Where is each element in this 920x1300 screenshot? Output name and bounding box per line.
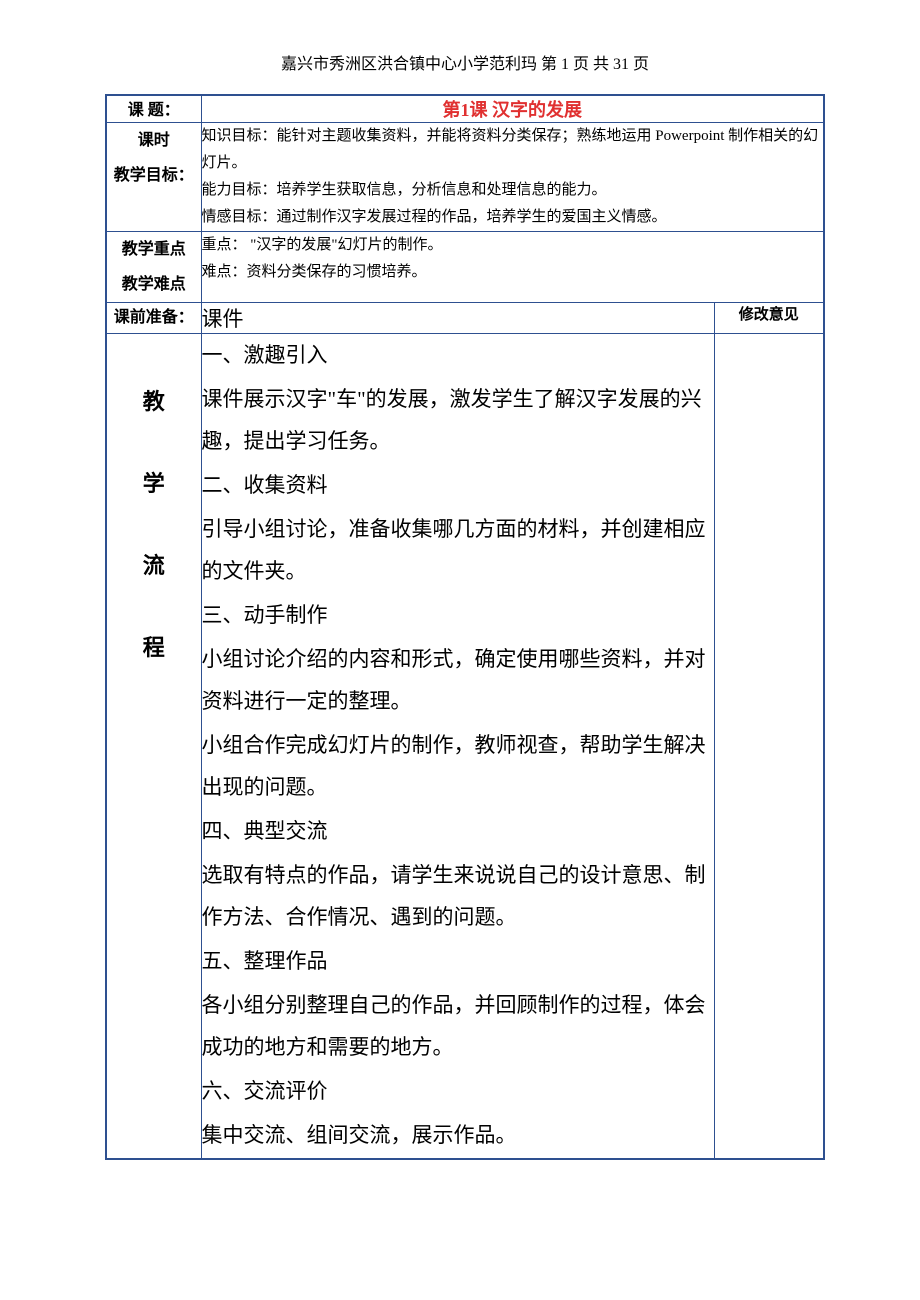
- label-process: 教 学 流 程: [106, 334, 201, 1160]
- content-objectives-text: 知识目标：能针对主题收集资料，并能将资料分类保存；熟练地运用 Powerpoin…: [202, 128, 819, 225]
- content-process: 一、激趣引入 课件展示汉字"车"的发展，激发学生了解汉字发展的兴趣，提出学习任务…: [201, 334, 714, 1160]
- table-row-objectives: 课时 教学目标： 知识目标：能针对主题收集资料，并能将资料分类保存；熟练地运用 …: [106, 123, 824, 232]
- lesson-title: 第1课 汉字的发展: [201, 95, 824, 123]
- content-line: 课件展示汉字"车"的发展，激发学生了解汉字发展的兴趣，提出学习任务。: [202, 378, 714, 462]
- content-line: 三、动手制作: [202, 594, 714, 636]
- content-line: 六、交流评价: [202, 1070, 714, 1112]
- content-line: 集中交流、组间交流，展示作品。: [202, 1114, 714, 1156]
- content-objectives: 知识目标：能针对主题收集资料，并能将资料分类保存；熟练地运用 Powerpoin…: [201, 123, 824, 232]
- content-line: 小组讨论介绍的内容和形式，确定使用哪些资料，并对资料进行一定的整理。: [202, 638, 714, 722]
- content-line: 引导小组讨论，准备收集哪几方面的材料，并创建相应的文件夹。: [202, 508, 714, 592]
- content-line: 一、激趣引入: [202, 334, 714, 376]
- table-row-focus: 教学重点 教学难点 重点： "汉字的发展"幻灯片的制作。 难点：资料分类保存的习…: [106, 232, 824, 303]
- table-row-process: 教 学 流 程 一、激趣引入 课件展示汉字"车"的发展，激发学生了解汉字发展的兴…: [106, 334, 824, 1160]
- label-char-2: 流: [107, 548, 201, 580]
- page-header: 嘉兴市秀洲区洪合镇中心小学范利玛 第 1 页 共 31 页: [105, 50, 825, 74]
- content-line: 选取有特点的作品，请学生来说说自己的设计意思、制作方法、合作情况、遇到的问题。: [202, 854, 714, 938]
- feedback-content: [714, 334, 824, 1160]
- content-focus-text: 重点： "汉字的发展"幻灯片的制作。 难点：资料分类保存的习惯培养。: [202, 237, 443, 280]
- label-topic: 课 题：: [106, 95, 201, 123]
- content-line: 五、整理作品: [202, 940, 714, 982]
- table-row-preparation: 课前准备： 课件 修改意见: [106, 303, 824, 334]
- label-char-1: 学: [107, 466, 201, 498]
- lesson-plan-table: 课 题： 第1课 汉字的发展 课时 教学目标： 知识目标：能针对主题收集资料，并…: [105, 94, 825, 1160]
- content-line: 二、收集资料: [202, 464, 714, 506]
- content-focus: 重点： "汉字的发展"幻灯片的制作。 难点：资料分类保存的习惯培养。: [201, 232, 824, 303]
- table-row-title: 课 题： 第1课 汉字的发展: [106, 95, 824, 123]
- label-focus-text: 教学重点 教学难点: [122, 241, 186, 293]
- feedback-header: 修改意见: [714, 303, 824, 334]
- label-objectives-text: 课时 教学目标：: [114, 132, 194, 184]
- label-focus: 教学重点 教学难点: [106, 232, 201, 303]
- content-line: 各小组分别整理自己的作品，并回顾制作的过程，体会成功的地方和需要的地方。: [202, 984, 714, 1068]
- content-line: 四、典型交流: [202, 810, 714, 852]
- label-objectives: 课时 教学目标：: [106, 123, 201, 232]
- content-preparation: 课件: [201, 303, 714, 334]
- label-preparation: 课前准备：: [106, 303, 201, 334]
- content-line: 小组合作完成幻灯片的制作，教师视查，帮助学生解决出现的问题。: [202, 724, 714, 808]
- label-char-0: 教: [107, 384, 201, 416]
- label-char-3: 程: [107, 630, 201, 662]
